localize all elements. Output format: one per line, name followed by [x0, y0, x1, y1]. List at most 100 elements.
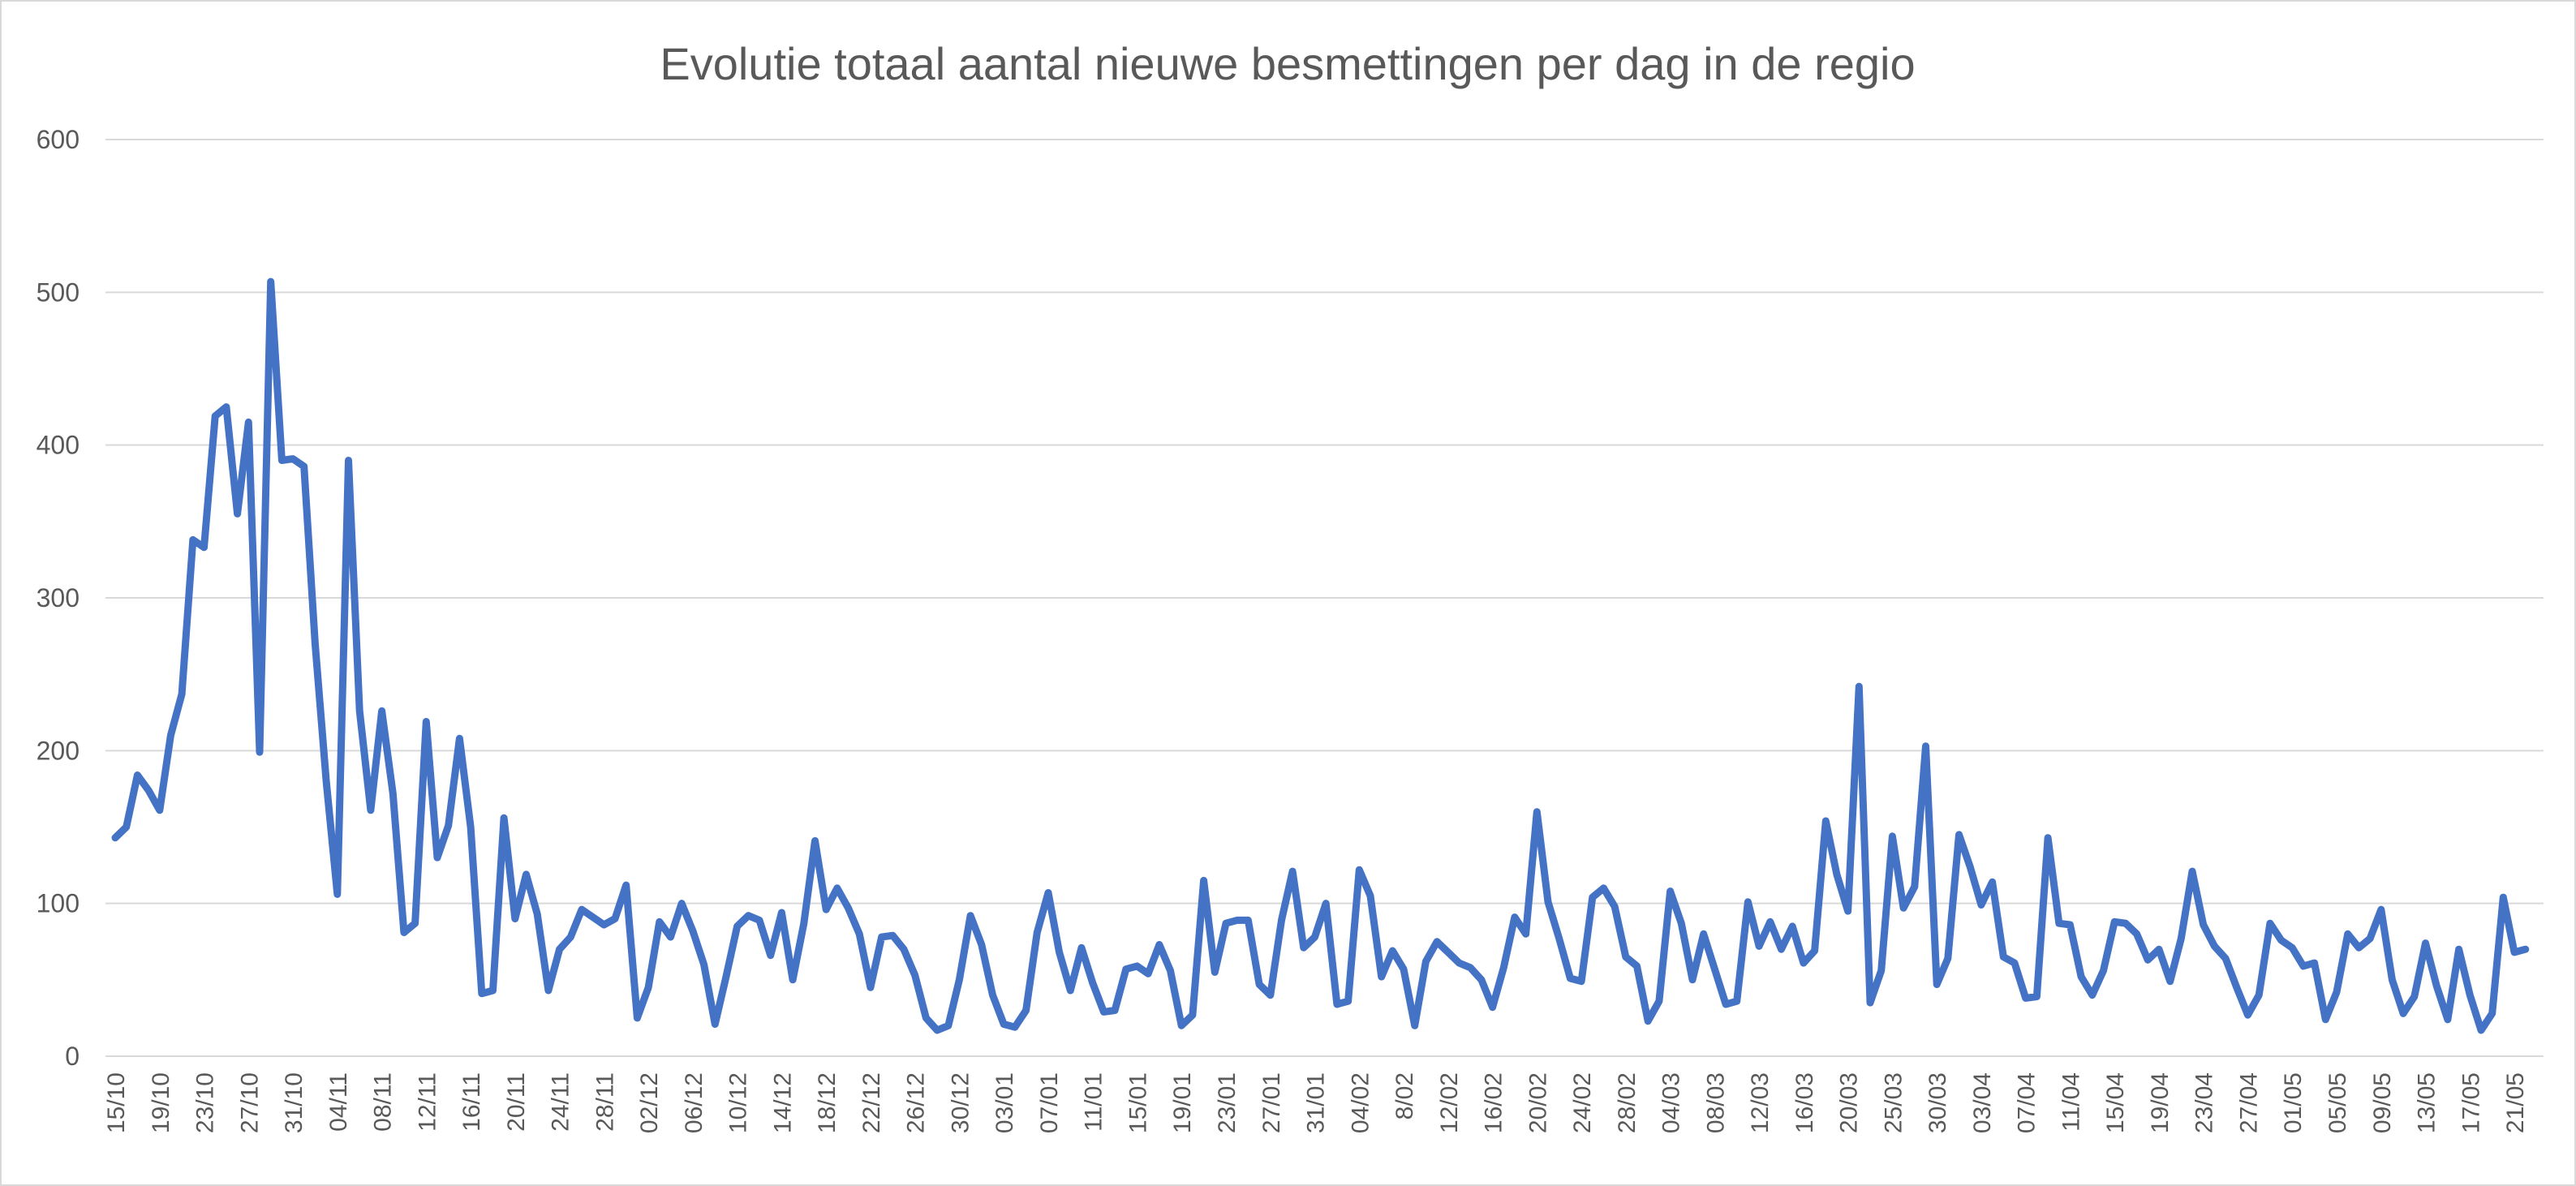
data-point [725, 976, 727, 978]
x-tick-label: 23/10 [192, 1072, 219, 1133]
data-point [1580, 981, 1582, 982]
x-tick-label: 23/01 [1214, 1072, 1241, 1133]
data-point [292, 458, 294, 460]
data-point [2191, 870, 2193, 872]
data-point [1947, 957, 1949, 959]
data-point [925, 1017, 927, 1019]
x-tick-label: 05/05 [2324, 1072, 2351, 1133]
data-point [2324, 1019, 2326, 1021]
data-point [1803, 962, 1804, 964]
x-tick-label: 02/12 [636, 1072, 663, 1133]
data-point [903, 948, 905, 950]
data-point [1703, 933, 1705, 935]
data-point [2380, 909, 2382, 910]
x-tick-label: 15/04 [2102, 1072, 2129, 1133]
data-point [1203, 879, 1205, 881]
x-tick-label: 16/03 [1791, 1072, 1818, 1133]
data-point [1547, 901, 1549, 903]
data-point [403, 931, 405, 933]
data-point [858, 933, 860, 935]
y-tick-label: 100 [37, 889, 80, 918]
data-point [914, 974, 916, 976]
x-tick-label: 25/03 [1880, 1072, 1907, 1133]
data-point [437, 857, 438, 858]
data-point [825, 909, 827, 910]
data-point [1180, 1025, 1182, 1026]
x-tick-label: 26/12 [903, 1072, 930, 1133]
data-point [936, 1029, 938, 1031]
data-point [2036, 996, 2037, 998]
y-tick-label: 500 [37, 277, 80, 307]
data-point [1170, 970, 1172, 972]
data-point [1436, 941, 1438, 943]
data-point [270, 281, 272, 282]
x-tick-label: 03/04 [1969, 1072, 1996, 1133]
data-point [2458, 948, 2460, 950]
data-point [136, 774, 138, 776]
x-tick-label: 30/12 [947, 1072, 974, 1133]
x-tick-label: 16/11 [458, 1072, 485, 1132]
data-point [2125, 922, 2127, 924]
x-tick-label: 27/01 [1258, 1072, 1285, 1133]
data-point [1014, 1026, 1016, 1028]
data-point [1680, 922, 1682, 924]
series-line [111, 277, 2530, 1034]
x-tick-label: 18/12 [814, 1072, 841, 1133]
x-tick-label: 20/11 [503, 1072, 530, 1132]
data-point [1736, 1000, 1738, 1002]
data-point [2047, 837, 2049, 839]
data-point [836, 887, 838, 889]
data-point [2447, 1019, 2449, 1021]
x-tick-label: 20/02 [1525, 1072, 1551, 1133]
data-point [2069, 924, 2071, 926]
data-point [259, 751, 260, 753]
data-point [636, 1017, 638, 1019]
data-point [1758, 945, 1760, 947]
data-point [2002, 956, 2004, 958]
data-point [1381, 976, 1383, 978]
data-point [1636, 965, 1638, 967]
data-point [2314, 962, 2316, 964]
data-point [1236, 919, 1238, 921]
x-tick-label: 28/02 [1614, 1072, 1641, 1133]
data-point [2080, 976, 2082, 978]
data-point [458, 737, 460, 739]
data-point [1625, 956, 1627, 958]
x-tick-label: 10/12 [725, 1072, 752, 1133]
data-point [247, 421, 249, 423]
x-tick-label: 23/04 [2191, 1072, 2218, 1133]
data-point [1314, 936, 1316, 938]
x-tick-label: 14/12 [769, 1072, 796, 1133]
data-point [1847, 910, 1849, 912]
data-point [1247, 919, 1249, 921]
data-point [2414, 996, 2415, 998]
x-tick-label: 07/04 [2014, 1072, 2041, 1133]
x-tick-label: 11/01 [1081, 1072, 1107, 1132]
data-point [848, 907, 849, 909]
x-tick-label: 04/11 [325, 1072, 352, 1132]
data-point [1525, 933, 1527, 935]
x-tick-label: 19/10 [148, 1072, 174, 1133]
x-tick-label: 15/01 [1125, 1072, 1151, 1133]
data-point [614, 918, 616, 919]
x-tick-label: 04/02 [1347, 1072, 1374, 1133]
data-point [1492, 1007, 1494, 1008]
data-point [1725, 1003, 1727, 1005]
data-point [514, 918, 516, 919]
data-point [1414, 1025, 1416, 1026]
data-point [1092, 982, 1094, 984]
data-point [981, 944, 983, 946]
y-tick-label: 300 [37, 583, 80, 612]
data-point [492, 990, 493, 991]
data-point [1814, 950, 1816, 952]
x-tick-label: 31/01 [1303, 1072, 1330, 1133]
data-point [2247, 1014, 2248, 1016]
data-point [2269, 922, 2271, 924]
data-point [1036, 931, 1038, 933]
x-tick-label: 12/02 [1436, 1072, 1463, 1133]
data-point [448, 825, 449, 827]
x-tick-label: 24/02 [1569, 1072, 1596, 1133]
data-point [314, 643, 316, 644]
x-tick-label: 27/04 [2235, 1072, 2262, 1133]
data-point [2158, 948, 2160, 950]
